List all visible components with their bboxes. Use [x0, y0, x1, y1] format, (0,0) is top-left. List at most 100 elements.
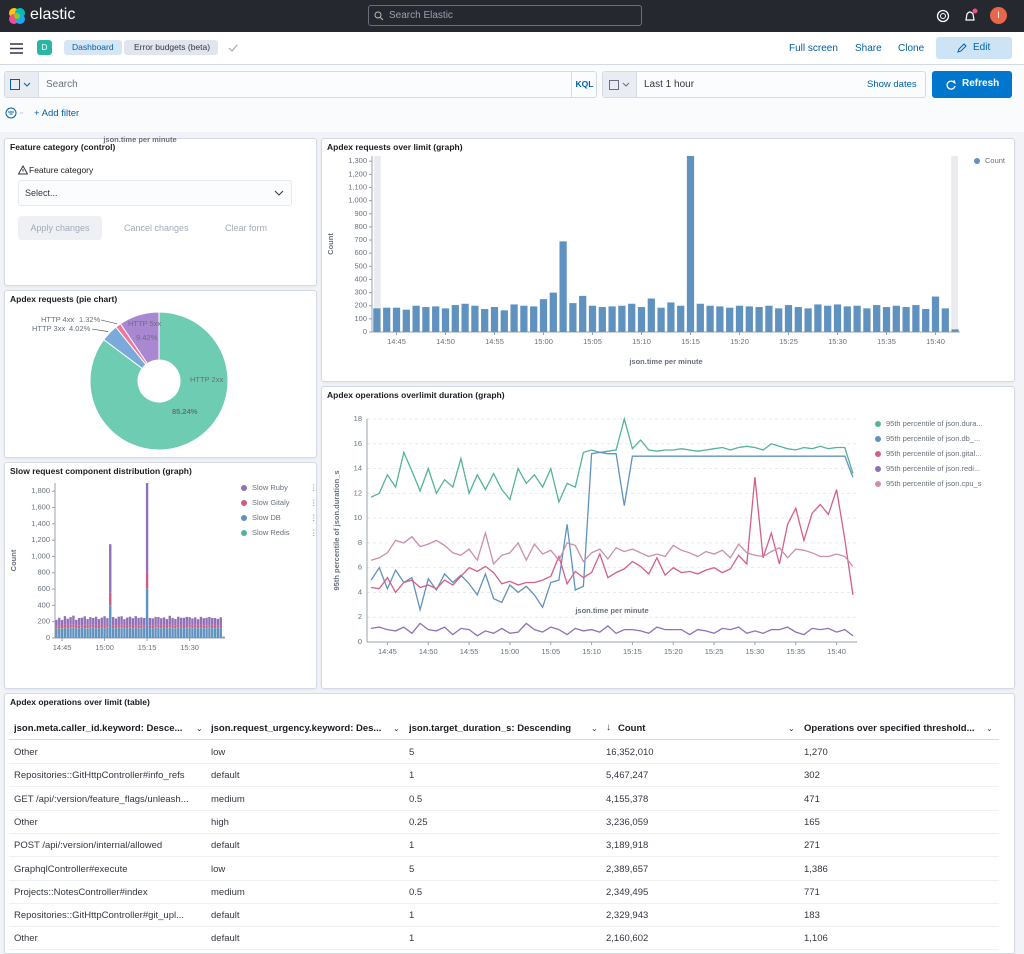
table-panel: Apdex operations over limit (table) json…	[4, 693, 1015, 954]
top-bar: elastic Search Elastic I	[0, 0, 1024, 32]
chevron	[274, 190, 284, 197]
table-cell: 1	[409, 840, 599, 851]
apply-button[interactable]: Apply changes	[18, 216, 102, 240]
table-cell: low	[211, 864, 401, 875]
table-cell: 1	[409, 770, 599, 781]
column-header[interactable]: Operations over specified threshold...	[804, 723, 989, 734]
column-menu[interactable]: ⌄	[788, 724, 795, 733]
panel-title: Slow request component distribution (gra…	[10, 466, 192, 476]
table-cell: 2,329,943	[606, 910, 796, 921]
refresh-label: Refresh	[962, 78, 999, 89]
line-panel: Apdex operations overlimit duration (gra…	[321, 386, 1015, 689]
table-cell: 3,189,918	[606, 840, 796, 851]
category-select[interactable]: Select...	[18, 180, 292, 206]
table-cell: 3,236,059	[606, 817, 796, 828]
table-cell: 771	[804, 887, 994, 898]
table-cell: Repositories::GitHttpController#git_upl.…	[14, 910, 204, 921]
row-rule	[9, 926, 999, 927]
row-rule	[9, 880, 999, 881]
slow-panel: Slow request component distribution (gra…	[4, 462, 317, 689]
table-cell: Projects::NotesController#index	[14, 887, 204, 898]
table-cell: 2,389,657	[606, 864, 796, 875]
add-filter[interactable]: + Add filter	[34, 108, 79, 119]
saved-check	[228, 43, 238, 53]
row-rule	[9, 949, 999, 950]
search-placeholder: Search Elastic	[389, 10, 453, 21]
table-cell: 165	[804, 817, 994, 828]
kql-toggle[interactable]: KQL	[571, 72, 597, 97]
row-rule	[9, 810, 999, 811]
row-rule	[9, 856, 999, 857]
column-header[interactable]: Count	[618, 723, 791, 734]
saved-query-menu[interactable]	[5, 72, 39, 97]
search-icon	[374, 11, 384, 21]
row-rule	[9, 833, 999, 834]
avatar[interactable]: I	[990, 7, 1007, 24]
table-cell: 1	[409, 910, 599, 921]
filter-icon[interactable]	[5, 107, 29, 119]
warning-icon	[18, 165, 28, 175]
bar-panel: Apdex requests over limit (graph)	[321, 138, 1015, 382]
logo	[8, 7, 26, 25]
table-cell: 1,386	[804, 864, 994, 875]
table-cell: GraphqlController#execute	[14, 864, 204, 875]
panel-title: Feature category (control)	[10, 142, 115, 152]
table-cell: default	[211, 770, 401, 781]
time-range: Last 1 hour	[644, 79, 694, 90]
breadcrumb[interactable]: Dashboard	[64, 40, 122, 55]
show-dates[interactable]: Show dates	[867, 79, 917, 90]
control-panel: Feature category (control) Feature categ…	[4, 138, 317, 286]
breadcrumb: Error budgets (beta)	[124, 40, 218, 55]
table-cell: 5	[409, 864, 599, 875]
column-header[interactable]: json.request_urgency.keyword: Des...	[211, 723, 396, 734]
table-cell: POST /api/:version/internal/allowed	[14, 840, 204, 851]
saved-query-icon	[10, 79, 32, 90]
select-placeholder: Select...	[25, 188, 58, 198]
row-rule	[9, 763, 999, 764]
column-menu[interactable]: ⌄	[591, 724, 598, 733]
table-cell: 1,106	[804, 933, 994, 944]
space-badge[interactable]: D	[37, 40, 52, 55]
control-label: Feature category	[29, 165, 93, 175]
refresh-button[interactable]: Refresh	[932, 71, 1012, 98]
table-cell: medium	[211, 887, 401, 898]
global-search[interactable]: Search Elastic	[368, 5, 642, 26]
table-cell: GET /api/:version/feature_flags/unleash.…	[14, 794, 204, 805]
quick-menu[interactable]	[603, 72, 637, 97]
refresh-icon	[946, 80, 956, 90]
table-cell: Repositories::GitHttpController#info_ref…	[14, 770, 204, 781]
table-cell: 2,349,495	[606, 887, 796, 898]
clone-link[interactable]: Clone	[898, 43, 924, 54]
panel-title: Apdex operations overlimit duration (gra…	[327, 390, 505, 400]
edit-button[interactable]: Edit	[936, 37, 1012, 59]
menu-icon[interactable]	[10, 43, 23, 54]
clear-button[interactable]: Clear form	[225, 223, 267, 233]
column-menu[interactable]: ⌄	[393, 724, 400, 733]
table-cell: 5	[409, 747, 599, 758]
table-cell: Other	[14, 817, 204, 828]
table-cell: 302	[804, 770, 994, 781]
query-area: Search KQL Last 1 hour Show dates Refres…	[0, 65, 1024, 132]
pie-panel: Apdex requests (pie chart)	[4, 290, 317, 458]
column-header[interactable]: json.target_duration_s: Descending	[409, 723, 594, 734]
column-header[interactable]: json.meta.caller_id.keyword: Desce...	[14, 723, 199, 734]
row-rule	[9, 903, 999, 904]
table-cell: 5,467,247	[606, 770, 796, 781]
query-input[interactable]: Search KQL	[4, 71, 597, 98]
date-picker[interactable]: Last 1 hour Show dates	[602, 71, 926, 98]
full-screen-link[interactable]: Full screen	[789, 43, 838, 54]
cancel-button[interactable]: Cancel changes	[124, 223, 189, 233]
help-icon[interactable]	[936, 9, 950, 23]
table-cell: 183	[804, 910, 994, 921]
share-link[interactable]: Share	[855, 43, 882, 54]
news-icon[interactable]	[963, 8, 979, 24]
table-cell: 1,270	[804, 747, 994, 758]
table-cell: 4,155,378	[606, 794, 796, 805]
table-cell: 0.5	[409, 794, 599, 805]
column-menu[interactable]: ⌄	[986, 724, 993, 733]
brand: elastic	[30, 6, 75, 24]
header-rule	[9, 739, 999, 740]
table-cell: 471	[804, 794, 994, 805]
column-menu[interactable]: ⌄	[196, 724, 203, 733]
